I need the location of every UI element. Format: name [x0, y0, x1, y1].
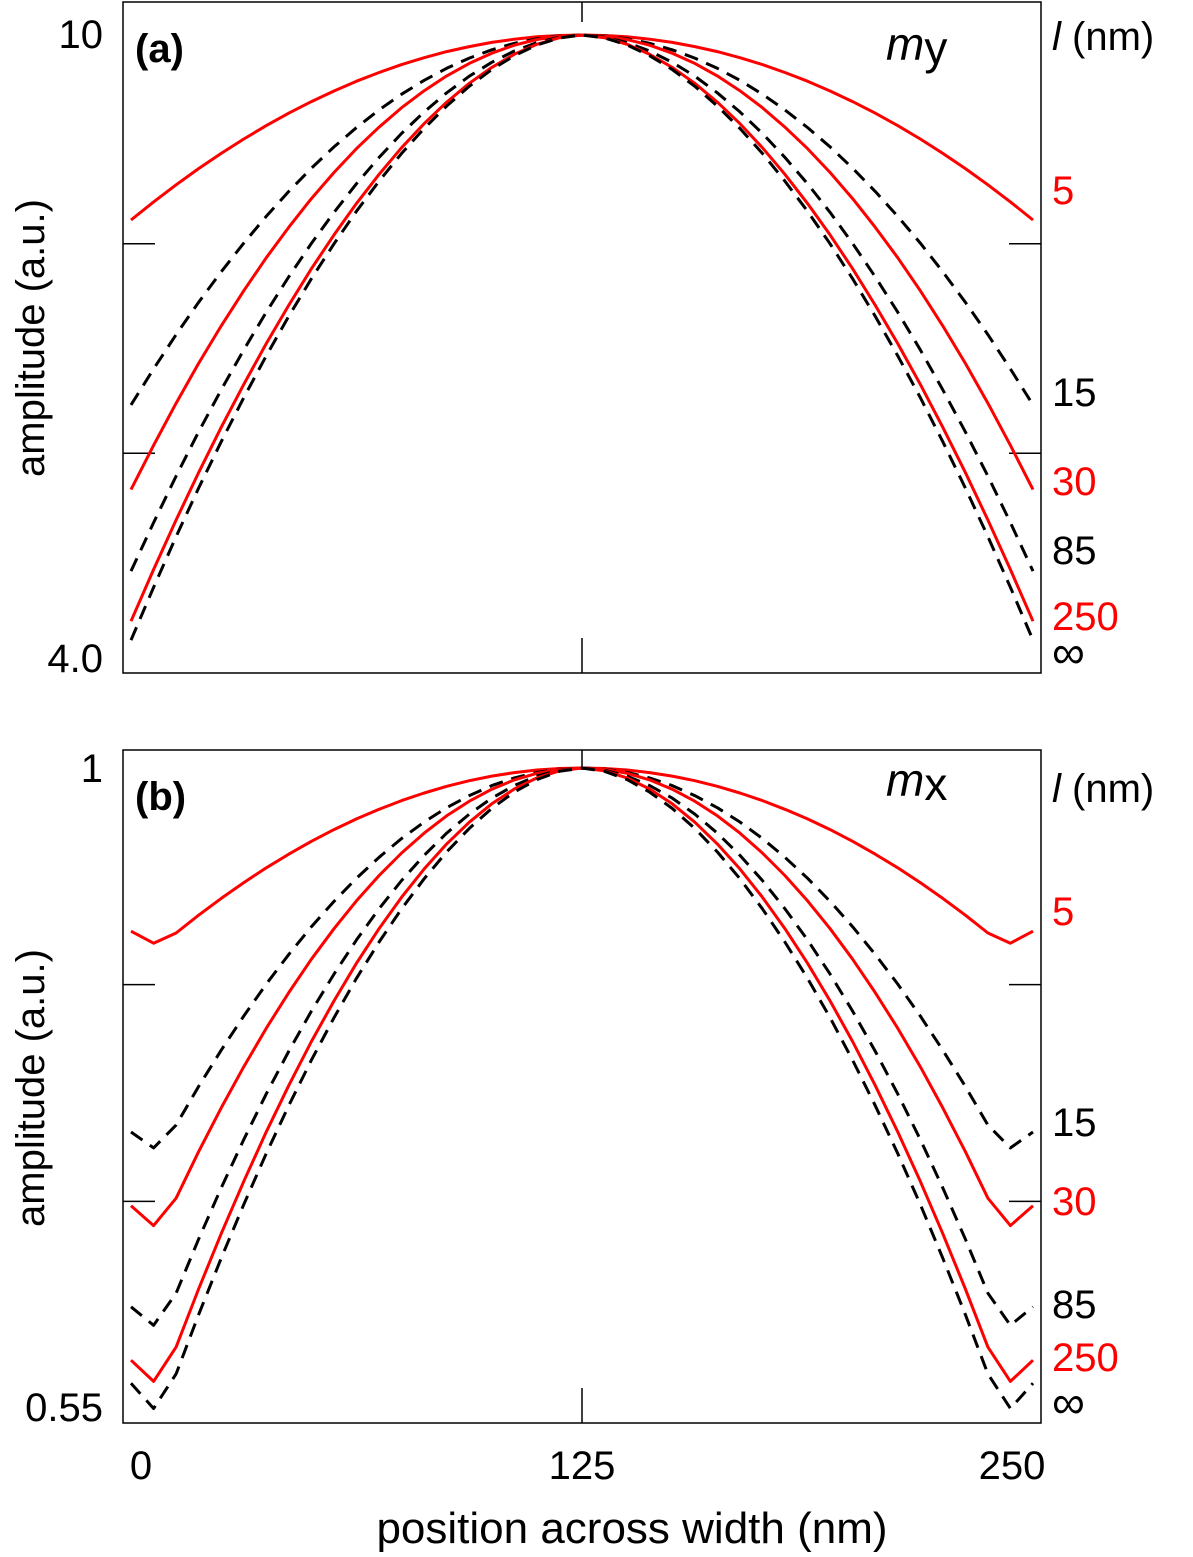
panel-b-curves — [129, 766, 1035, 1410]
series-line-15 — [129, 33, 1035, 406]
panel-b-ytick-bottom: 0.55 — [25, 1386, 103, 1430]
panel-b-component: mx — [886, 754, 947, 810]
legend-label-30: 30 — [1052, 460, 1097, 504]
panel-b-ylabel: amplitude (a.u.) — [9, 949, 53, 1227]
series-line-250 — [129, 766, 1035, 1383]
panel-a-ytick-top: 10 — [59, 13, 104, 57]
legend-label-inf: ∞ — [1052, 626, 1085, 678]
panel-b-legend: 5 15 30 85 250∞ — [1052, 890, 1119, 1428]
panel-b-frame — [122, 749, 1042, 1424]
legend-label-30: 30 — [1052, 1180, 1097, 1224]
panel-a-curves — [129, 33, 1035, 641]
panel-a-legend-header: l (nm) — [1052, 15, 1154, 59]
panel-b-label: (b) — [135, 775, 186, 819]
series-line-85 — [130, 766, 1034, 1327]
panel-b-legend-unit: (nm) — [1061, 767, 1154, 811]
legend-label-15: 15 — [1052, 371, 1097, 415]
legend-label-5: 5 — [1052, 890, 1074, 934]
legend-label-5: 5 — [1052, 169, 1074, 213]
panel-a-ylabel: amplitude (a.u.) — [9, 199, 53, 477]
panel-a-ticks — [123, 2, 1041, 673]
legend-label-85: 85 — [1052, 1283, 1097, 1327]
series-line-30 — [129, 33, 1035, 491]
legend-label-15: 15 — [1052, 1101, 1097, 1145]
xtick-250: 250 — [979, 1444, 1046, 1488]
panel-b-component-sub: x — [924, 758, 947, 810]
panel-b-ticks — [123, 750, 1041, 1423]
panel-b-ytick-top: 1 — [81, 747, 103, 791]
panel-a-frame — [122, 1, 1042, 674]
panel-a-component: my — [886, 18, 947, 74]
panel-a-legend: 5 15 30 85 250∞ — [1052, 169, 1119, 678]
panel-b-legend-l: l — [1052, 767, 1062, 811]
series-line-inf — [129, 766, 1035, 1410]
series-line-250 — [129, 33, 1035, 622]
legend-label-inf: ∞ — [1052, 1376, 1085, 1428]
panel-a-component-base: m — [886, 18, 924, 70]
panel-a-legend-unit: (nm) — [1061, 15, 1154, 59]
panel-b-component-base: m — [886, 754, 924, 806]
x-axis-label: position across width (nm) — [376, 1504, 887, 1553]
panel-b: (b) mx 1 0.55 amplitude (a.u.) l (nm) 5 1… — [9, 747, 1154, 1430]
xtick-0: 0 — [130, 1444, 152, 1488]
panel-a-legend-l: l — [1052, 15, 1062, 59]
legend-label-250: 250 — [1052, 595, 1119, 639]
panel-a: (a) my 10 4.0 amplitude (a.u.) l (nm) 5 1… — [9, 1, 1154, 681]
series-line-inf — [129, 33, 1035, 641]
panel-b-legend-header: l (nm) — [1052, 767, 1154, 811]
panel-a-component-sub: y — [924, 22, 947, 74]
legend-label-250: 250 — [1052, 1336, 1119, 1380]
panel-a-ytick-bottom: 4.0 — [47, 637, 103, 681]
legend-label-85: 85 — [1052, 529, 1097, 573]
series-line-85 — [129, 33, 1035, 572]
panel-a-label: (a) — [135, 27, 184, 71]
xtick-125: 125 — [549, 1444, 616, 1488]
